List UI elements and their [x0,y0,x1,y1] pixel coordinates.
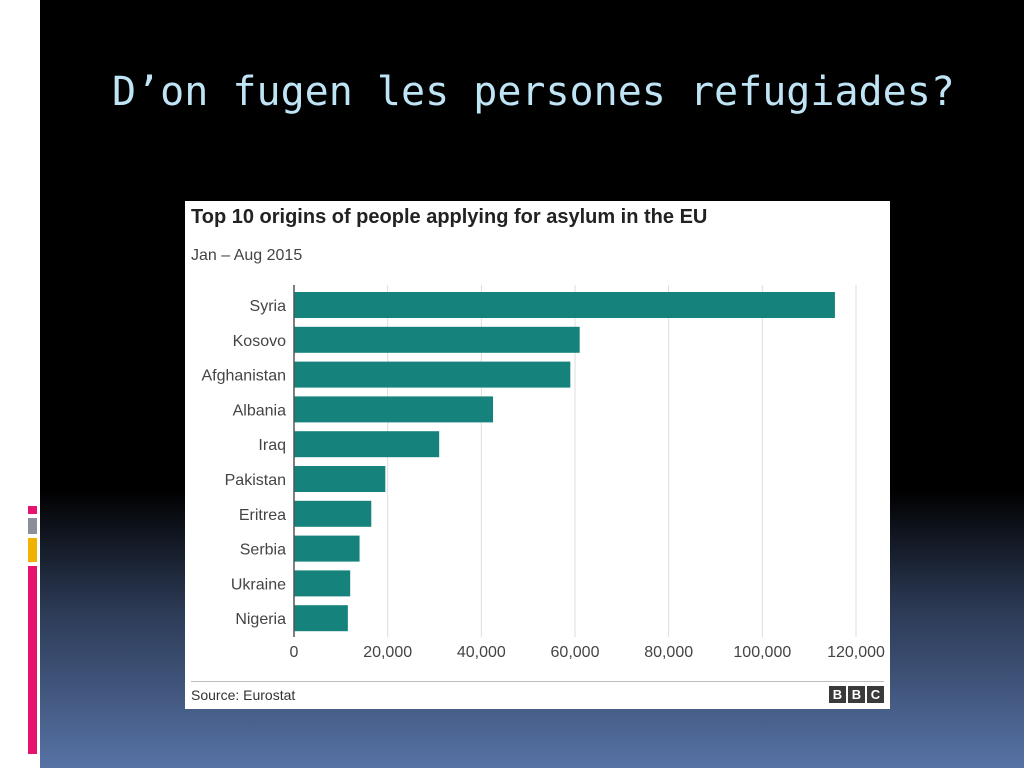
x-tick-label: 20,000 [363,644,412,661]
category-label: Ukraine [231,576,286,593]
decoration-pink-strip [28,566,37,754]
bbc-logo-letter: C [867,686,884,703]
bar-chart-plot: 0 20,000 40,000 60,000 80,000 100,000 120,000 S… [201,285,885,661]
bbc-logo-letter: B [829,686,846,703]
bar [294,292,835,318]
chart-title: Top 10 origins of people applying for as… [191,206,708,228]
category-label: Kosovo [233,333,286,350]
category-label: Eritrea [239,507,286,524]
category-label: Pakistan [225,472,286,489]
decoration-gray-bar [28,518,37,534]
x-tick-label: 0 [290,644,299,661]
category-label: Albania [233,402,286,419]
bar [294,396,494,423]
x-tick-label: 80,000 [644,644,693,661]
bar [294,326,580,353]
x-tick-label: 40,000 [457,644,506,661]
decoration-pink-bar [28,506,37,514]
bar [294,466,386,492]
x-tick-label: 100,000 [733,644,791,661]
decoration-yellow-bar [28,538,37,562]
chart-subtitle: Jan – Aug 2015 [191,247,303,264]
x-tick-label: 120,000 [827,644,885,661]
category-label: Nigeria [235,611,286,628]
bar [294,570,351,597]
slide-decoration [28,506,37,754]
category-label: Serbia [240,542,286,559]
bbc-logo: B B C [829,686,884,703]
bar [294,431,440,458]
slide-title: D’on fugen les persones refugiades? [112,69,955,115]
chart-image: Top 10 origins of people applying for as… [185,201,890,709]
bar [294,500,372,527]
x-tick-label: 60,000 [551,644,600,661]
bbc-logo-letter: B [848,686,865,703]
category-label: Afghanistan [201,368,286,385]
bar [294,605,348,632]
chart-source: Source: Eurostat [191,687,296,703]
bar [294,361,571,388]
category-label: Iraq [258,437,286,454]
bar [294,535,360,562]
category-label: Syria [250,298,287,315]
chart-footer-rule [191,681,884,682]
